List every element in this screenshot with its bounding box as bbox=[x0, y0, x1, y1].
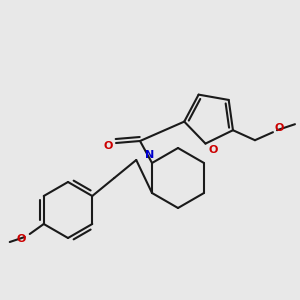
Text: O: O bbox=[103, 141, 113, 151]
Text: O: O bbox=[16, 234, 26, 244]
Text: O: O bbox=[209, 145, 218, 154]
Text: N: N bbox=[146, 150, 154, 160]
Text: O: O bbox=[274, 123, 283, 133]
